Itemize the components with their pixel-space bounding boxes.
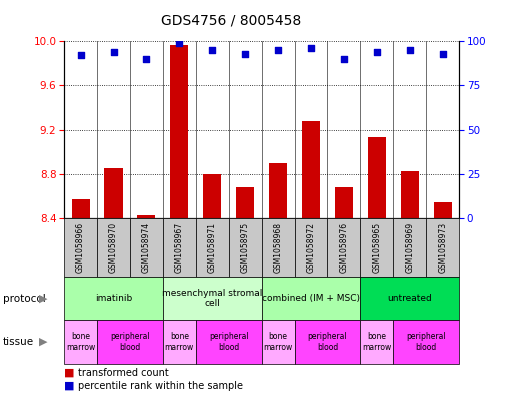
Point xyxy=(307,45,315,51)
Point xyxy=(241,50,249,57)
Bar xyxy=(269,163,287,218)
Text: GSM1058965: GSM1058965 xyxy=(372,222,381,273)
Text: tissue: tissue xyxy=(3,337,34,347)
Point xyxy=(208,47,216,53)
Bar xyxy=(401,171,419,218)
Point xyxy=(274,47,282,53)
Bar xyxy=(203,174,221,218)
Text: bone
marrow: bone marrow xyxy=(66,332,95,352)
Text: percentile rank within the sample: percentile rank within the sample xyxy=(78,381,244,391)
Bar xyxy=(170,44,188,218)
Bar xyxy=(335,187,353,218)
Text: GSM1058970: GSM1058970 xyxy=(109,222,118,273)
Text: transformed count: transformed count xyxy=(78,367,169,378)
Bar xyxy=(433,202,452,218)
Point xyxy=(439,50,447,57)
Text: GSM1058975: GSM1058975 xyxy=(241,222,250,273)
Text: GSM1058971: GSM1058971 xyxy=(208,222,217,273)
Text: GSM1058969: GSM1058969 xyxy=(405,222,415,273)
Text: GSM1058966: GSM1058966 xyxy=(76,222,85,273)
Bar xyxy=(368,138,386,218)
Text: untreated: untreated xyxy=(387,294,432,303)
Text: peripheral
blood: peripheral blood xyxy=(110,332,150,352)
Bar xyxy=(236,187,254,218)
Text: GSM1058967: GSM1058967 xyxy=(175,222,184,273)
Text: GDS4756 / 8005458: GDS4756 / 8005458 xyxy=(161,14,301,28)
Text: ▶: ▶ xyxy=(39,337,48,347)
Text: GSM1058976: GSM1058976 xyxy=(340,222,348,273)
Text: imatinib: imatinib xyxy=(95,294,132,303)
Text: combined (IM + MSC): combined (IM + MSC) xyxy=(262,294,360,303)
Text: bone
marrow: bone marrow xyxy=(264,332,293,352)
Bar xyxy=(71,199,90,218)
Point xyxy=(373,49,381,55)
Text: protocol: protocol xyxy=(3,294,45,304)
Point xyxy=(142,56,150,62)
Text: GSM1058973: GSM1058973 xyxy=(438,222,447,273)
Text: bone
marrow: bone marrow xyxy=(165,332,194,352)
Bar xyxy=(105,168,123,218)
Text: bone
marrow: bone marrow xyxy=(362,332,391,352)
Point xyxy=(175,40,184,46)
Text: peripheral
blood: peripheral blood xyxy=(406,332,446,352)
Point xyxy=(340,56,348,62)
Text: GSM1058974: GSM1058974 xyxy=(142,222,151,273)
Text: peripheral
blood: peripheral blood xyxy=(308,332,347,352)
Bar xyxy=(302,121,320,218)
Bar xyxy=(137,215,155,218)
Text: peripheral
blood: peripheral blood xyxy=(209,332,248,352)
Point xyxy=(76,52,85,59)
Text: ■: ■ xyxy=(64,367,74,378)
Point xyxy=(406,47,414,53)
Text: mesenchymal stromal
cell: mesenchymal stromal cell xyxy=(162,289,263,309)
Point xyxy=(109,49,117,55)
Text: ■: ■ xyxy=(64,381,74,391)
Text: GSM1058972: GSM1058972 xyxy=(306,222,315,273)
Text: ▶: ▶ xyxy=(39,294,48,304)
Text: GSM1058968: GSM1058968 xyxy=(273,222,283,273)
